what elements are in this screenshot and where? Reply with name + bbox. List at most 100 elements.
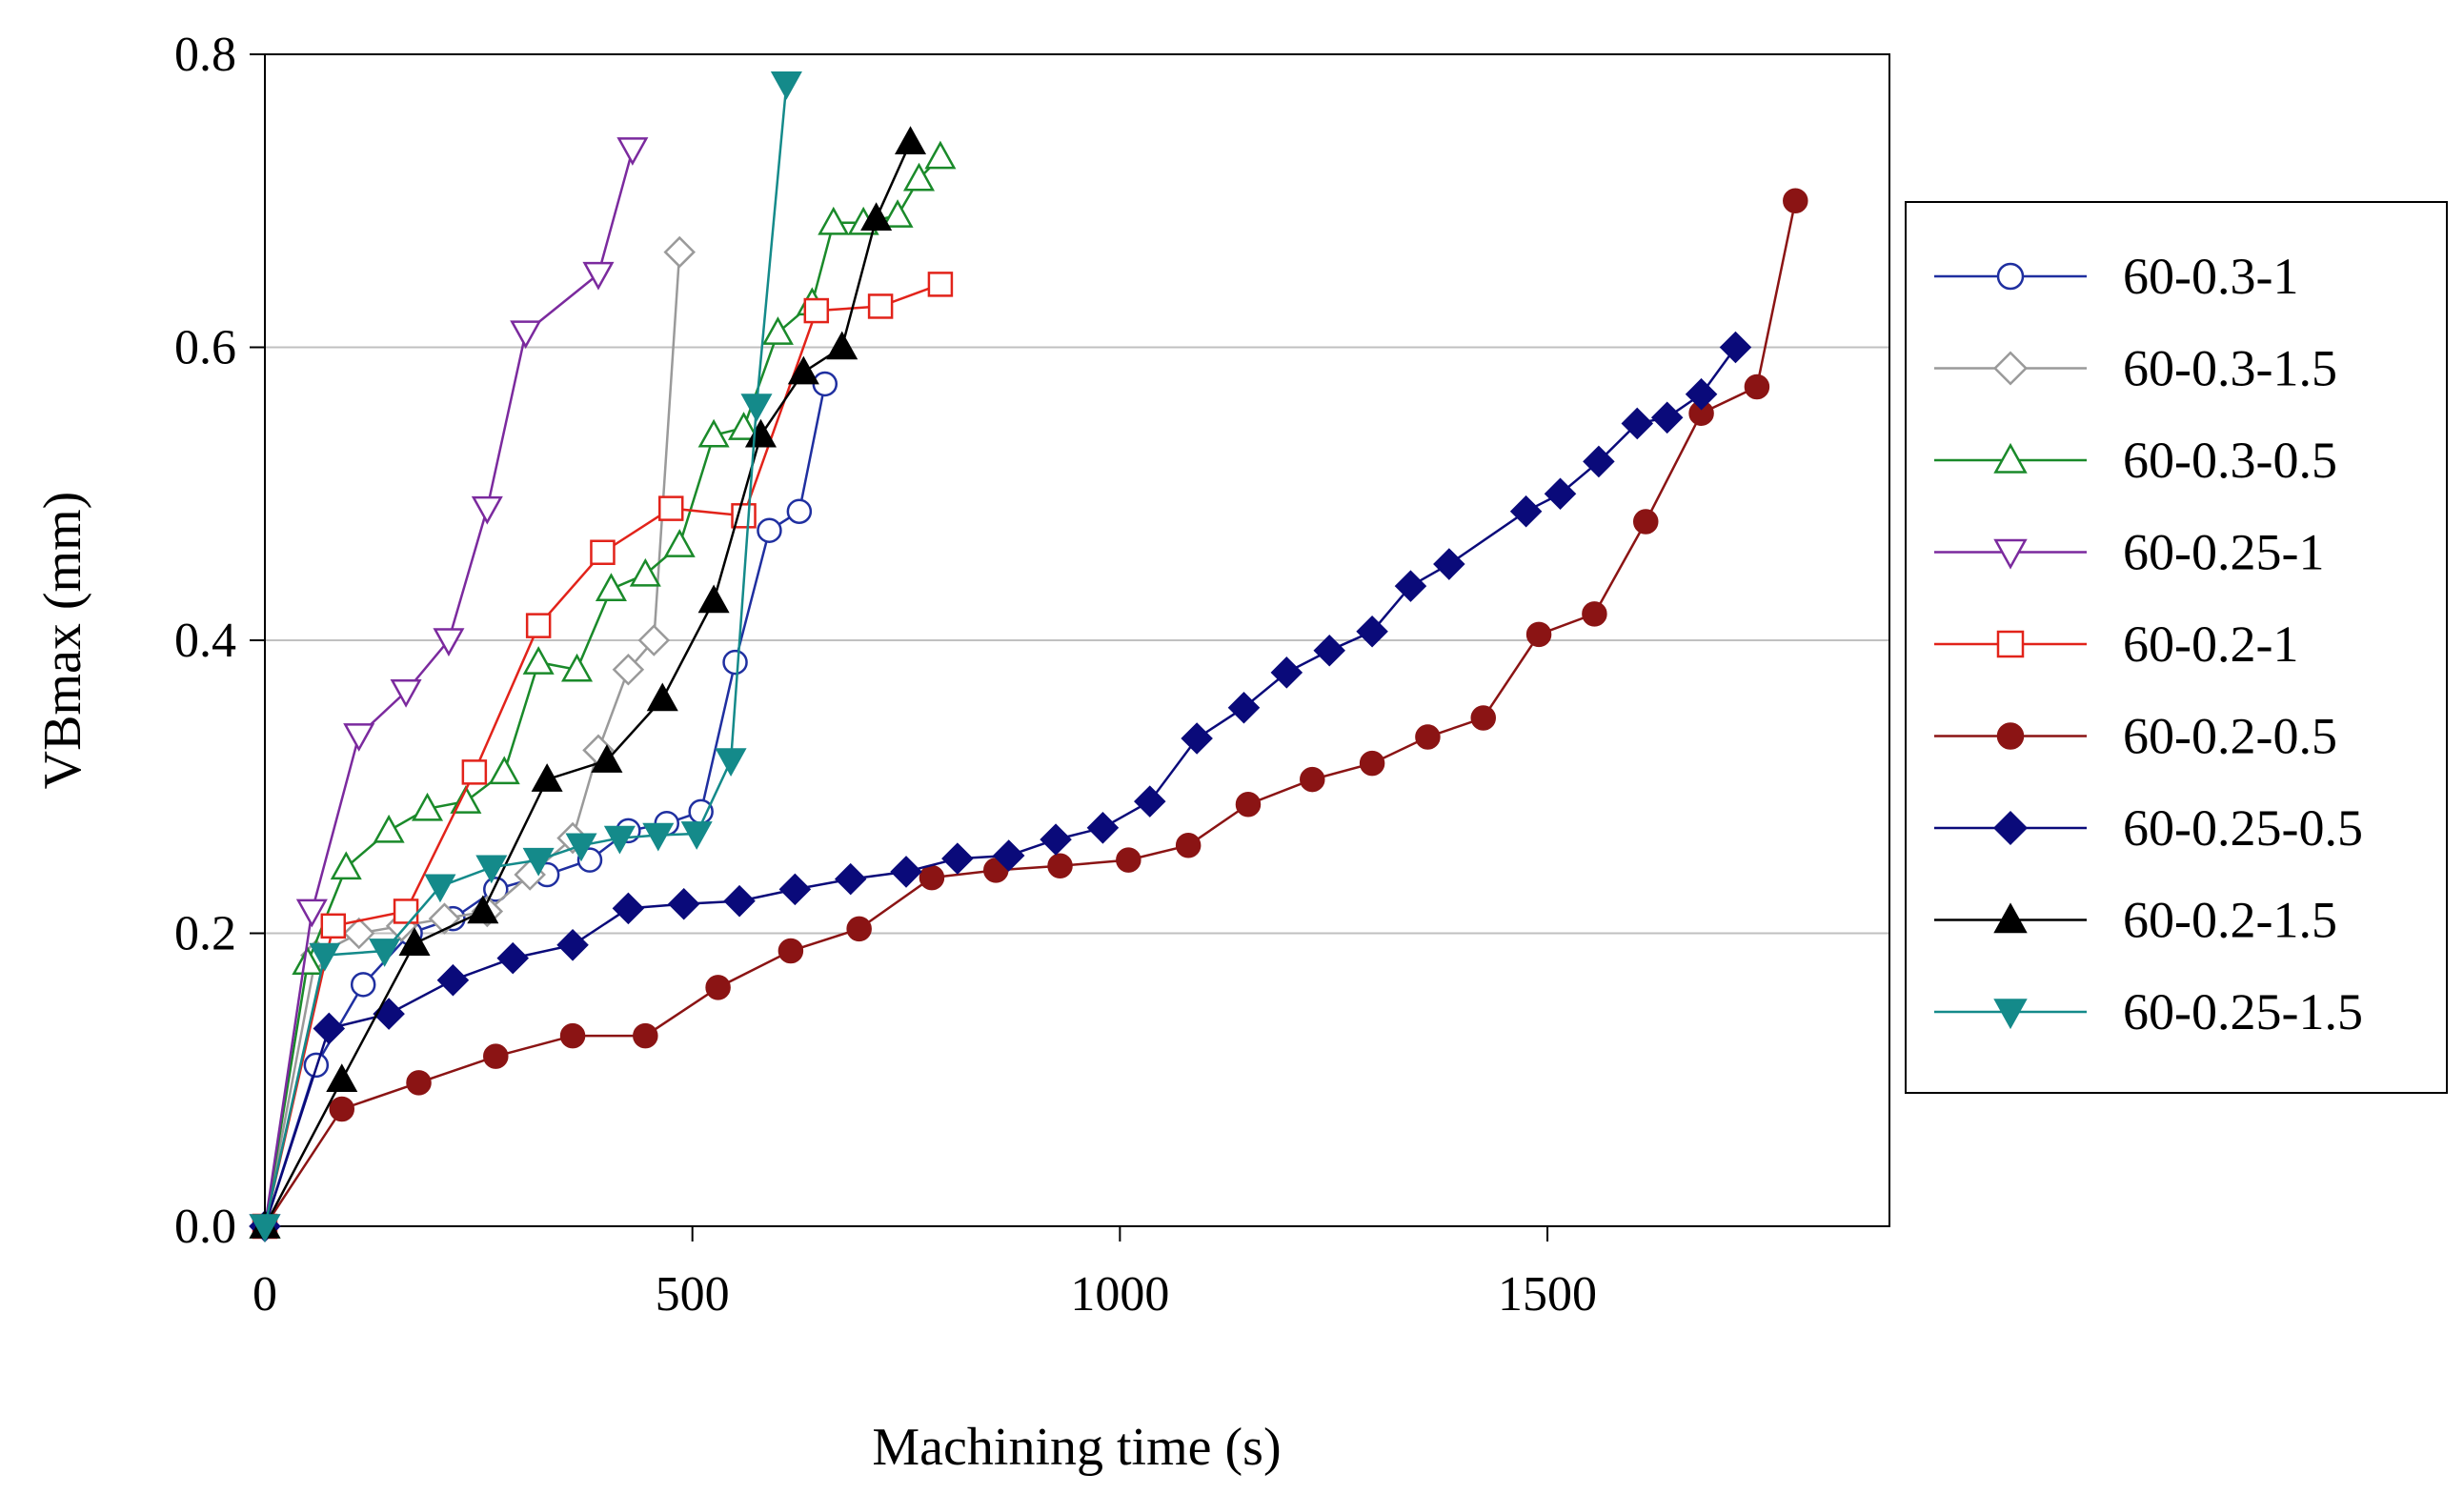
data-point [770, 71, 802, 100]
data-point [591, 744, 623, 773]
legend-entry: 60-0.25-0.5 [1934, 799, 2363, 857]
data-point [1227, 691, 1261, 724]
data-point [1719, 331, 1752, 364]
data-point [1685, 377, 1718, 411]
data-point [658, 495, 684, 521]
data-point [483, 1043, 509, 1069]
data-point [398, 927, 431, 957]
data-point [1047, 853, 1073, 879]
data-point [881, 199, 914, 228]
y-tick-label: 0.0 [174, 1200, 236, 1254]
data-point [461, 759, 488, 785]
data-point [787, 355, 819, 385]
data-point [663, 235, 696, 269]
data-point [373, 814, 405, 843]
legend-marker [1993, 442, 2028, 474]
legend-entry: 60-0.3-1.5 [1934, 340, 2337, 397]
data-point [697, 418, 730, 448]
data-point [902, 162, 936, 192]
data-point [559, 1022, 586, 1049]
data-point [1650, 401, 1684, 434]
data-point [637, 624, 671, 656]
data-point [1181, 722, 1213, 755]
data-point [309, 942, 341, 972]
data-point [565, 833, 597, 862]
data-point [715, 748, 747, 777]
data-point [1235, 791, 1262, 818]
data-point [433, 628, 465, 656]
legend-entry: 60-0.2-1 [1934, 616, 2298, 673]
data-point [295, 898, 328, 928]
data-point [292, 946, 324, 976]
data-point [1582, 601, 1607, 627]
data-point [525, 613, 552, 638]
data-point [778, 938, 804, 964]
legend: 60-0.3-1 60-0.3-1.5 60-0.3-0.5 60-0.25-1 60-… [1905, 201, 2448, 1094]
data-point [740, 394, 773, 422]
data-point [667, 887, 700, 920]
y-tick-label: 0.2 [174, 907, 236, 961]
x-axis-title: Machining time (s) [872, 1418, 1281, 1477]
legend-entry: 60-0.3-1 [1934, 248, 2298, 305]
data-point [531, 763, 563, 792]
data-point [1300, 766, 1325, 793]
data-point [778, 873, 812, 906]
legend-label: 60-0.2-0.5 [2123, 708, 2337, 765]
legend-label: 60-0.3-1.5 [2123, 340, 2337, 397]
data-point [510, 320, 542, 350]
x-tick-label: 1000 [1070, 1267, 1169, 1322]
legend-entry: 60-0.2-0.5 [1934, 708, 2337, 765]
data-point [983, 858, 1009, 883]
data-point [313, 1012, 346, 1045]
x-tick-label: 1500 [1498, 1267, 1597, 1322]
data-point [1270, 656, 1303, 689]
legend-label: 60-0.25-1.5 [2123, 983, 2363, 1040]
grid-lines [265, 346, 1889, 935]
legend-marker [1993, 902, 2028, 934]
data-point [705, 975, 731, 1000]
data-point [467, 895, 499, 924]
data-point [1356, 616, 1388, 648]
data-point [860, 202, 893, 231]
legend-marker [1996, 722, 2025, 750]
legend-marker [1993, 538, 2028, 570]
legend-label: 60-0.25-0.5 [2123, 799, 2363, 857]
data-point [1359, 750, 1385, 777]
data-point [369, 939, 401, 967]
data-point [612, 653, 645, 686]
data-point [818, 206, 850, 235]
x-tick-label: 500 [656, 1267, 730, 1322]
legend-label: 60-0.2-1 [2123, 616, 2298, 673]
y-tick-label: 0.6 [174, 321, 236, 375]
data-point [1633, 509, 1659, 535]
data-point [595, 573, 627, 601]
legend-entry: 60-0.2-1.5 [1934, 892, 2337, 949]
data-point [590, 539, 616, 565]
legend-label: 60-0.3-1 [2123, 248, 2298, 305]
data-point [1744, 374, 1770, 400]
data-point [834, 862, 867, 896]
series-60-0.25-1 [249, 137, 649, 1242]
data-point [522, 847, 555, 877]
data-point [496, 941, 530, 975]
data-point [406, 1070, 432, 1096]
data-point [436, 963, 470, 997]
legend-label: 60-0.25-1 [2123, 524, 2324, 581]
data-point [1175, 833, 1202, 858]
data-point [612, 892, 645, 925]
data-point [688, 798, 714, 825]
y-tick-label: 0.8 [174, 28, 236, 82]
data-point [1040, 823, 1072, 856]
data-point [582, 261, 615, 291]
data-point [919, 864, 945, 891]
data-point [342, 917, 375, 950]
legend-marker [1992, 351, 2029, 386]
data-point [424, 874, 456, 903]
data-point [488, 756, 520, 785]
data-point [846, 916, 872, 942]
data-point [1134, 785, 1166, 818]
data-point [1470, 705, 1496, 731]
y-tick-label: 0.4 [174, 614, 236, 668]
legend-entry: 60-0.25-1 [1934, 524, 2324, 581]
data-point [1621, 407, 1654, 440]
